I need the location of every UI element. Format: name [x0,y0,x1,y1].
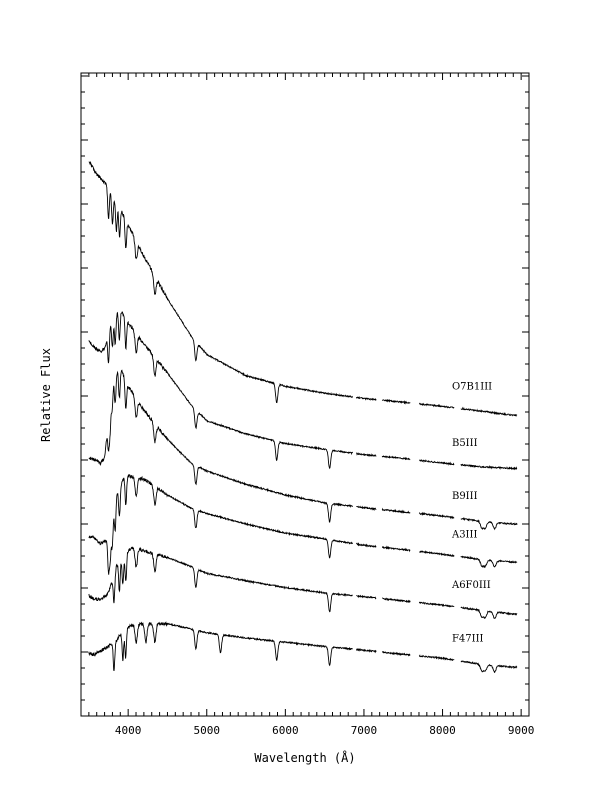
y-axis-label: Relative Flux [39,348,53,442]
spectrum-line-B5III [88,311,518,471]
spectrum-line-O7B1III [88,160,518,417]
spectrum-label: A6F0III [451,580,491,591]
spectrum-label: A3III [451,529,477,540]
x-axis-label: Wavelength (Å) [254,750,355,765]
spectrum-label: B9III [452,491,478,502]
x-tick-label: 8000 [429,724,456,737]
spectrum-line-A3III [88,473,518,575]
spectrum-line-A6F0III [88,546,518,620]
spectrum-label: B5III [452,438,478,449]
axis-ticks [81,73,529,717]
spectrum-label: F47III [452,633,484,644]
x-tick-label: 7000 [351,724,378,737]
x-tick-label: 4000 [115,724,142,737]
spectrum-line-F47III [88,621,518,674]
spectrum-labels: O7B1III B5III B9III A3III A6F0III F47III [451,381,492,644]
spectrum-line-B9III [88,369,518,531]
x-tick-labels: 4000 5000 6000 7000 8000 9000 [115,724,534,737]
x-tick-label: 5000 [194,724,221,737]
spectra-lines [88,160,518,674]
x-tick-label: 9000 [508,724,535,737]
spectrum-label: O7B1III [452,381,492,392]
x-tick-label: 6000 [272,724,299,737]
plot-frame [80,72,530,717]
